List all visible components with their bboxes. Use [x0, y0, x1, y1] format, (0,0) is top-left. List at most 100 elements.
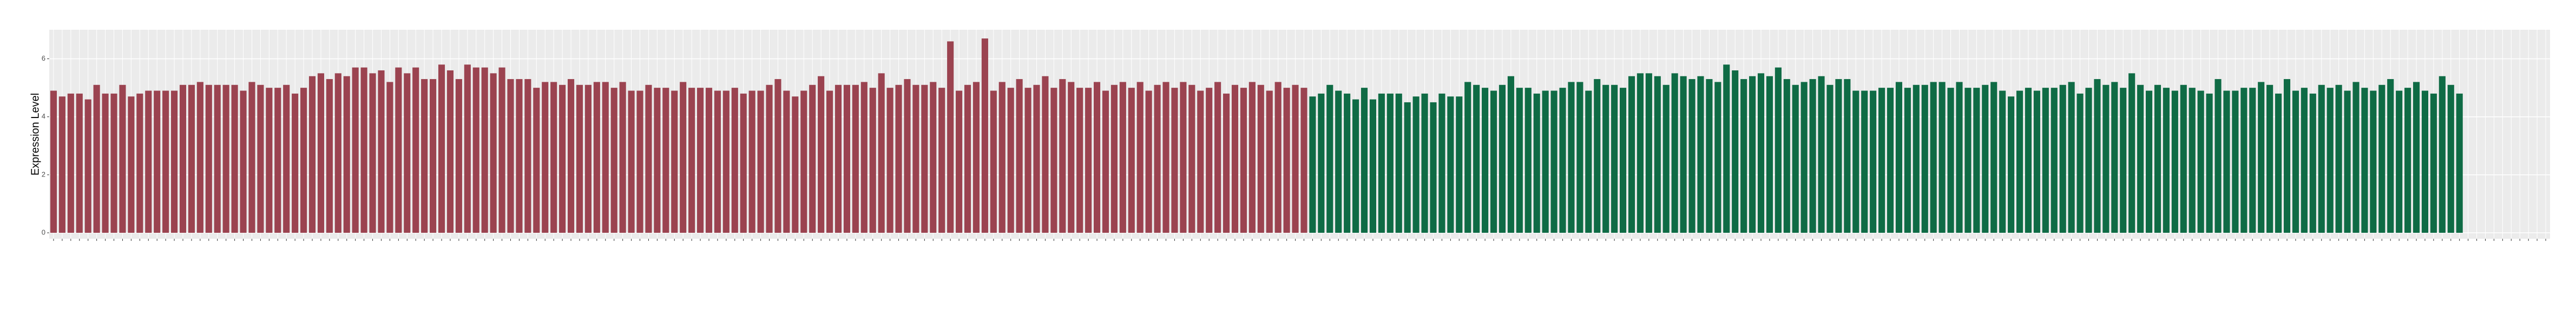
- bar: [1068, 82, 1075, 233]
- bar: [1171, 88, 1178, 233]
- bar: [912, 84, 919, 233]
- bar: [1749, 76, 1756, 233]
- bar: [783, 90, 790, 233]
- bar: [360, 67, 367, 233]
- bar: [2430, 93, 2437, 233]
- bar: [1732, 70, 1739, 233]
- bar: [1542, 90, 1549, 233]
- bar: [1637, 73, 1644, 233]
- bar: [800, 90, 807, 233]
- bar: [196, 82, 203, 233]
- bar: [283, 84, 290, 233]
- bar: [972, 82, 980, 233]
- bar: [930, 82, 937, 233]
- y-tick-label: 6: [42, 54, 45, 62]
- bar: [1844, 79, 1851, 233]
- bar: [231, 84, 238, 233]
- bar: [2352, 82, 2360, 233]
- bar: [705, 88, 713, 233]
- bar: [584, 84, 592, 233]
- bar: [2249, 88, 2256, 233]
- bar: [2128, 73, 2135, 233]
- bar: [1292, 84, 1299, 233]
- bar: [1197, 90, 1204, 233]
- bar: [421, 79, 428, 233]
- bar: [507, 79, 514, 233]
- bar: [1085, 88, 1092, 233]
- bar: [904, 79, 911, 233]
- bar: [317, 73, 324, 233]
- bar: [1145, 90, 1152, 233]
- bar: [102, 93, 109, 233]
- bar: [58, 96, 65, 233]
- bar: [619, 82, 626, 233]
- bar: [2335, 84, 2342, 233]
- bar: [748, 90, 755, 233]
- bar: [2033, 90, 2040, 233]
- bar: [1326, 84, 1333, 233]
- bar: [1257, 84, 1264, 233]
- bar: [981, 38, 988, 233]
- bar: [1956, 82, 1963, 233]
- bar: [809, 84, 816, 233]
- bar: [1482, 88, 1489, 233]
- bar: [524, 79, 531, 233]
- bar: [998, 82, 1006, 233]
- bar: [498, 67, 505, 233]
- bar: [1033, 84, 1040, 233]
- y-tick-label: 2: [42, 170, 45, 178]
- bar: [550, 82, 557, 233]
- bar: [696, 88, 704, 233]
- bar: [990, 90, 997, 233]
- bar: [352, 67, 359, 233]
- bar: [757, 90, 764, 233]
- bar: [386, 82, 393, 233]
- bar: [2171, 90, 2178, 233]
- bar: [170, 90, 178, 233]
- bar: [2068, 82, 2075, 233]
- bar: [292, 93, 299, 233]
- bar: [2413, 82, 2420, 233]
- bar: [222, 84, 229, 233]
- bar: [412, 67, 419, 233]
- bar: [326, 79, 333, 233]
- bar: [2154, 84, 2161, 233]
- bar: [636, 90, 643, 233]
- bar: [1585, 90, 1592, 233]
- bar: [136, 93, 143, 233]
- bar: [67, 93, 74, 233]
- bar: [162, 90, 169, 233]
- bar: [688, 88, 695, 233]
- bar: [2266, 84, 2273, 233]
- bar: [1361, 88, 1368, 233]
- bar: [1706, 79, 1713, 233]
- bar: [2206, 93, 2213, 233]
- bar: [438, 64, 445, 233]
- bar: [1835, 79, 1842, 233]
- bar: [179, 84, 187, 233]
- bar: [2378, 84, 2386, 233]
- bar: [654, 88, 661, 233]
- bar: [257, 84, 264, 233]
- bar: [2456, 93, 2463, 233]
- bar: [766, 84, 773, 233]
- bar: [628, 90, 635, 233]
- bar: [1128, 88, 1135, 233]
- bar: [1852, 90, 1859, 233]
- bar: [567, 79, 575, 233]
- bar: [1059, 79, 1066, 233]
- bar: [472, 67, 479, 233]
- bar: [1938, 82, 1946, 233]
- bar: [964, 84, 971, 233]
- bar: [1576, 82, 1583, 233]
- bar: [895, 84, 902, 233]
- bar: [1947, 88, 1954, 233]
- bar: [84, 99, 91, 233]
- bar: [1223, 93, 1230, 233]
- bar: [1119, 82, 1126, 233]
- bar: [1421, 93, 1428, 233]
- bar: [1792, 84, 1799, 233]
- bar: [1154, 84, 1161, 233]
- bar: [886, 88, 893, 233]
- bar: [1688, 79, 1696, 233]
